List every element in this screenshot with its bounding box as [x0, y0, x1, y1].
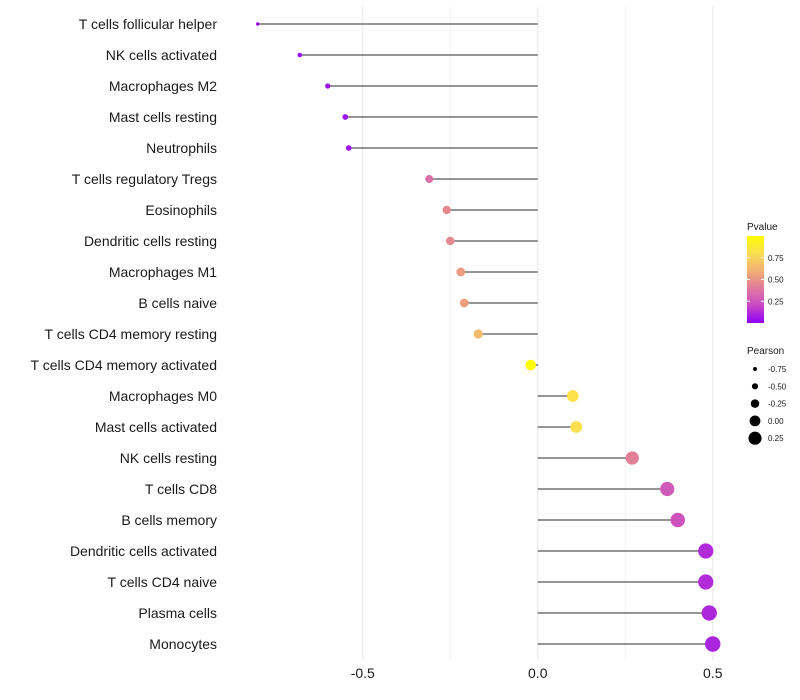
lollipop-point [670, 512, 685, 528]
category-label: Macrophages M1 [109, 264, 217, 280]
lollipop-point [660, 481, 675, 497]
point-layer [256, 22, 721, 652]
category-label: Eosinophils [145, 202, 217, 218]
lollipop-point [698, 574, 714, 590]
category-label: Monocytes [149, 636, 217, 652]
pvalue-legend-label: 0.50 [768, 276, 784, 285]
category-label: Neutrophils [146, 140, 217, 156]
lollipop-point [473, 329, 483, 339]
category-label: T cells CD4 naive [108, 574, 218, 590]
pearson-legend: Pearson -0.75 -0.50 -0.25 0.00 0.25 [747, 346, 787, 445]
pvalue-legend-label: 0.25 [768, 297, 784, 306]
category-label: Plasma cells [138, 605, 217, 621]
lollipop-point [325, 83, 331, 89]
category-label: Mast cells resting [109, 109, 217, 125]
lollipop-point [705, 636, 721, 652]
category-label: T cells CD4 memory activated [31, 357, 217, 373]
category-label: NK cells resting [120, 450, 217, 466]
category-label: Dendritic cells activated [70, 543, 217, 559]
lollipop-point [625, 451, 639, 465]
lollipop-point [525, 359, 537, 371]
x-tick-label: 0.5 [703, 665, 723, 681]
stem-layer [257, 23, 713, 645]
lollipop-point [570, 421, 583, 433]
category-label: Dendritic cells resting [84, 233, 217, 249]
lollipop-point [256, 22, 260, 26]
pvalue-legend-label: 0.75 [768, 254, 784, 263]
category-label: T cells regulatory Tregs [72, 171, 217, 187]
pearson-legend-label: -0.25 [768, 400, 787, 409]
grid-layer [362, 6, 714, 660]
lollipop-point [698, 543, 714, 559]
lollipop-point [446, 236, 455, 246]
category-label: Macrophages M0 [109, 388, 217, 404]
pearson-legend-key [753, 367, 757, 371]
x-axis-ticks: -0.5 0.0 0.5 [351, 665, 723, 681]
lollipop-point [459, 298, 469, 308]
category-label: T cells follicular helper [79, 16, 218, 32]
pearson-legend-label: 0.25 [768, 434, 784, 443]
pearson-legend-key [750, 399, 760, 408]
pearson-legend-key [749, 415, 761, 427]
category-label: B cells naive [138, 295, 217, 311]
category-label: T cells CD4 memory resting [45, 326, 217, 342]
lollipop-point [701, 605, 717, 621]
x-tick-label: 0.0 [528, 665, 548, 681]
lollipop-point [456, 267, 466, 277]
lollipop-point [297, 52, 303, 58]
lollipop-point [566, 390, 579, 402]
category-label: T cells CD8 [145, 481, 217, 497]
pvalue-legend: Pvalue 0.25 0.50 0.75 [747, 222, 784, 323]
category-label: Macrophages M2 [109, 78, 217, 94]
pearson-legend-label: -0.50 [768, 382, 787, 391]
pearson-legend-key [751, 383, 759, 390]
pearson-legend-label: 0.00 [768, 417, 784, 426]
category-label: B cells memory [121, 512, 217, 528]
pearson-legend-label: -0.75 [768, 365, 787, 374]
lollipop-point [442, 205, 451, 215]
pearson-legend-title: Pearson [747, 346, 784, 357]
lollipop-point [425, 175, 434, 183]
category-label: NK cells activated [106, 47, 217, 63]
category-label: Mast cells activated [95, 419, 217, 435]
x-tick-label: -0.5 [351, 665, 375, 681]
lollipop-point [345, 145, 352, 151]
pvalue-legend-title: Pvalue [747, 222, 778, 233]
lollipop-point [342, 114, 349, 120]
pearson-legend-key [748, 431, 762, 445]
category-labels: T cells follicular helper NK cells activa… [31, 16, 218, 652]
pvalue-colorbar [747, 236, 764, 323]
